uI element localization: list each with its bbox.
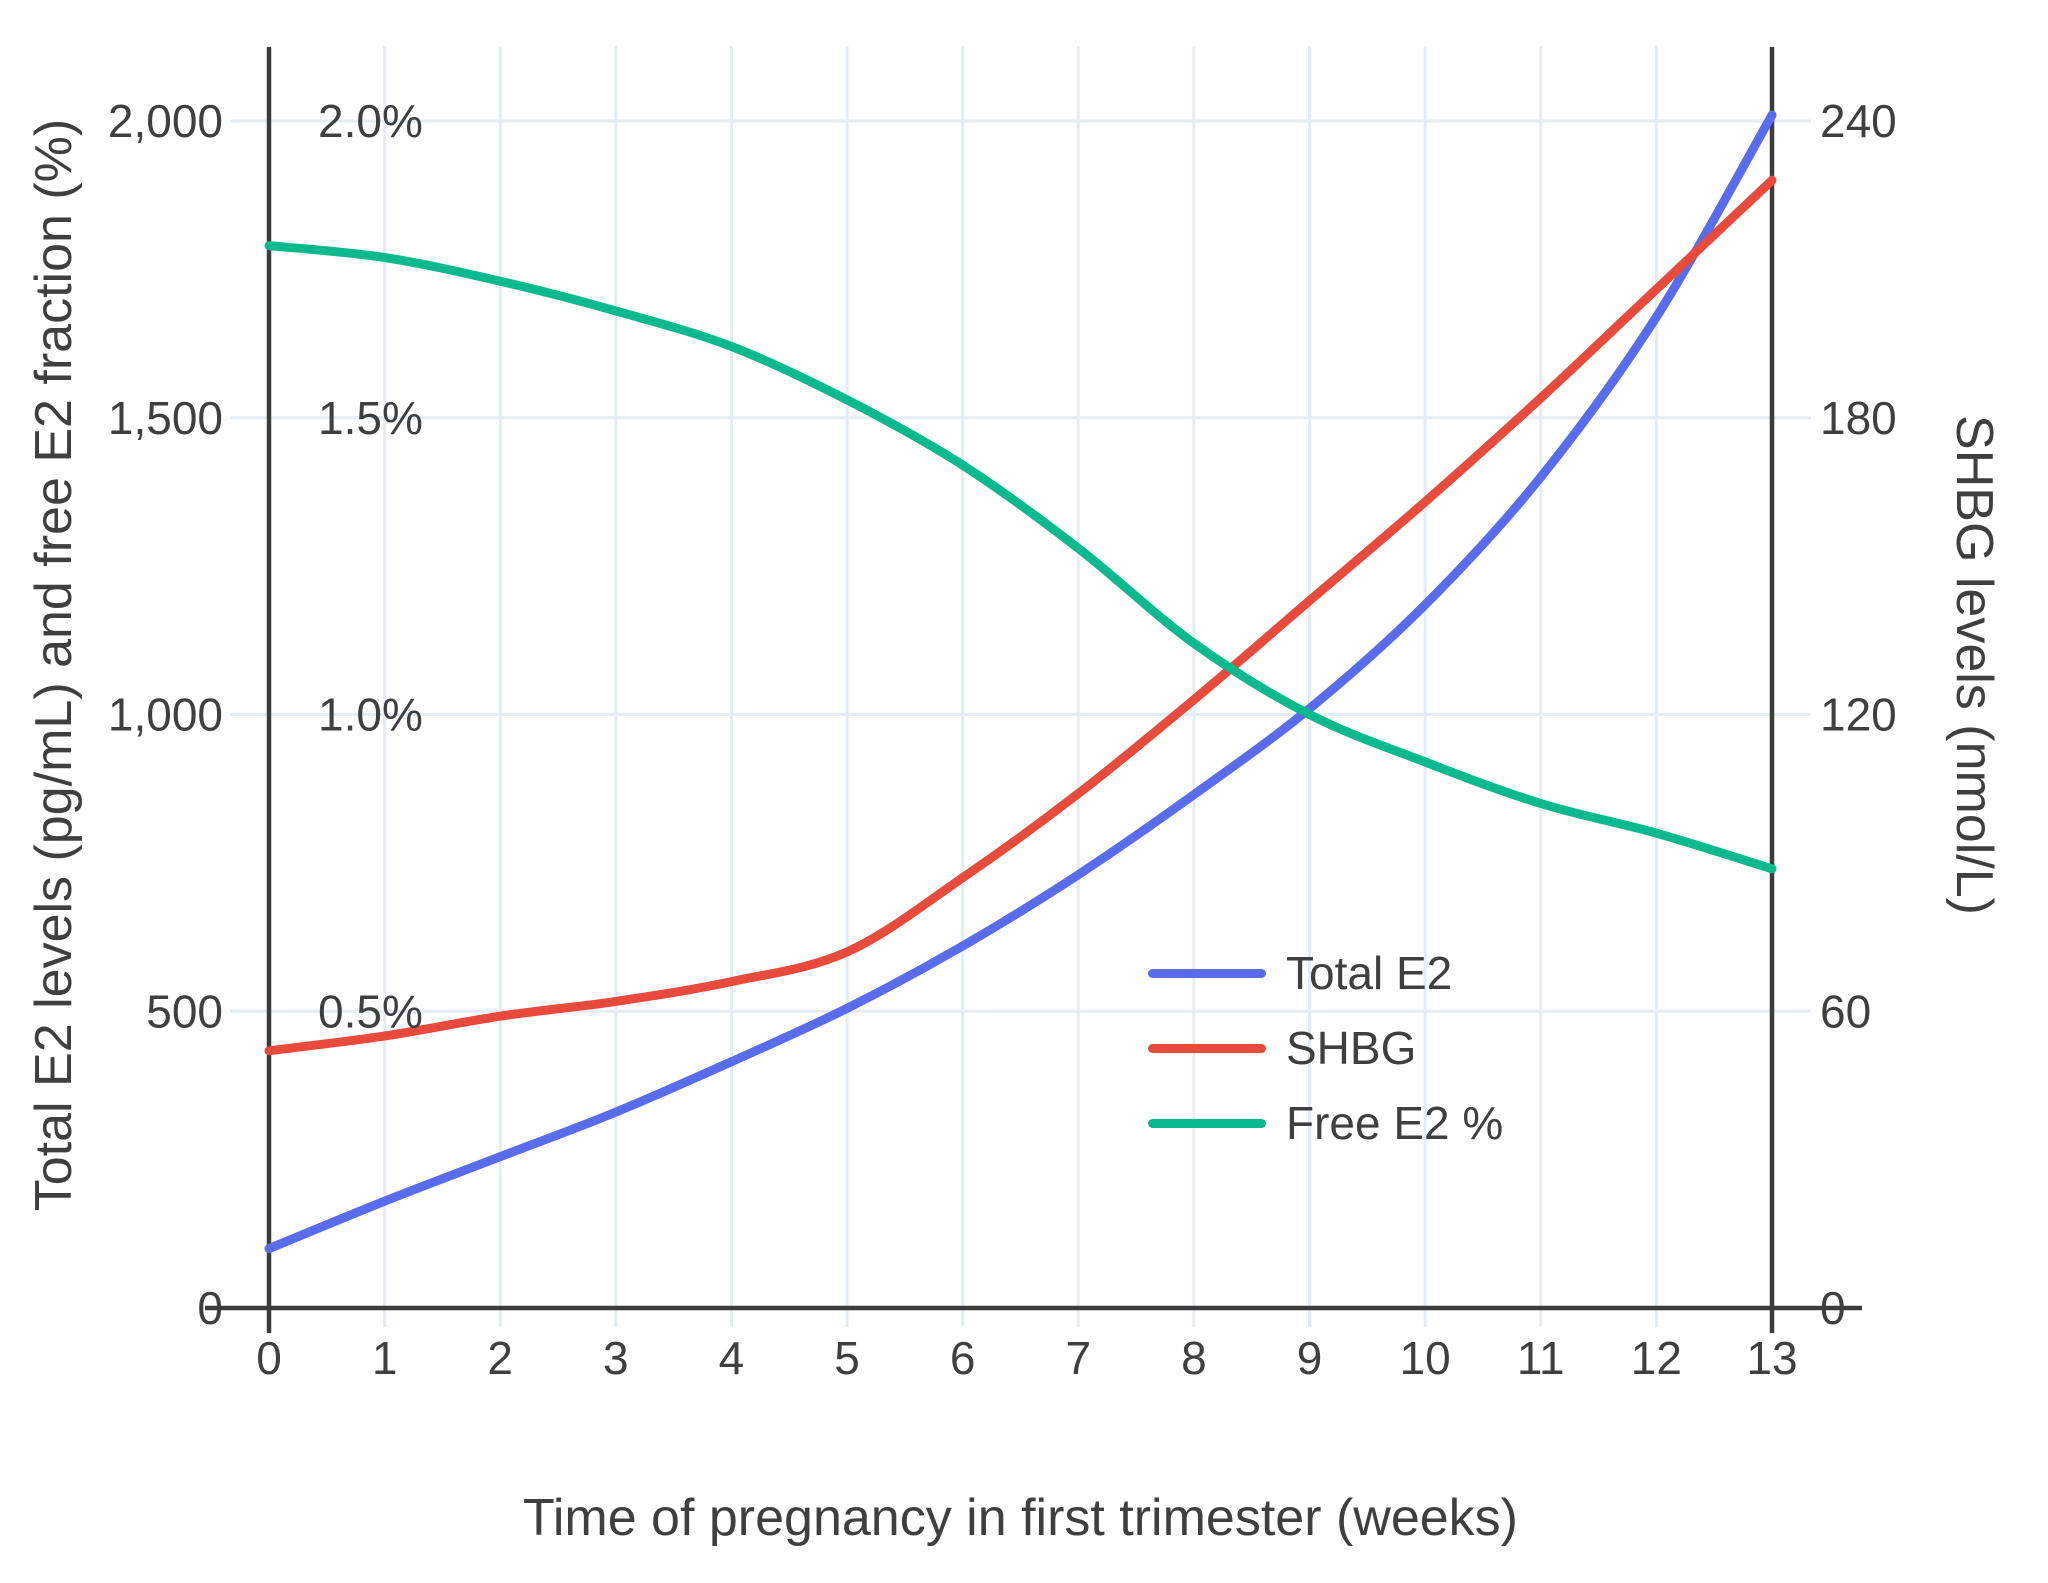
legend-swatch-shbg bbox=[1148, 1043, 1266, 1053]
x-tick-label: 7 bbox=[1066, 1332, 1092, 1384]
x-tick-label: 2 bbox=[487, 1332, 513, 1384]
x-tick-label: 0 bbox=[256, 1332, 282, 1384]
y-right-tick-label: 60 bbox=[1820, 985, 1871, 1037]
y-left-tick-label: 1,000 bbox=[108, 689, 223, 741]
y-right-tick-label: 240 bbox=[1820, 95, 1897, 147]
free-e2-line bbox=[264, 241, 1777, 874]
y-left-tick-label: 500 bbox=[146, 985, 223, 1037]
x-tick-label: 8 bbox=[1181, 1332, 1207, 1384]
pct-tick-label: 1.5% bbox=[318, 392, 423, 444]
legend-label-total-e2: Total E2 bbox=[1286, 947, 1453, 999]
legend-item-free-e2[interactable]: Free E2 % bbox=[1148, 1097, 1504, 1149]
legend: Total E2 SHBG Free E2 % bbox=[1148, 947, 1504, 1173]
x-tick-label: 4 bbox=[719, 1332, 745, 1384]
x-tick-label: 11 bbox=[1517, 1332, 1565, 1384]
x-tick-label: 1 bbox=[372, 1332, 398, 1384]
pct-tick-label: 1.0% bbox=[318, 689, 423, 741]
x-tick-label: 13 bbox=[1746, 1332, 1797, 1384]
legend-label-shbg: SHBG bbox=[1286, 1022, 1417, 1074]
legend-swatch-total-e2 bbox=[1148, 968, 1266, 978]
y-left-axis-title: Total E2 levels (pg/mL) and free E2 frac… bbox=[25, 118, 83, 1212]
pct-tick-label: 2.0% bbox=[318, 95, 423, 147]
y-right-tick-label: 0 bbox=[1820, 1282, 1846, 1334]
y-right-tick-label: 120 bbox=[1820, 689, 1897, 741]
x-tick-label: 6 bbox=[950, 1332, 976, 1384]
y-left-tick-label: 2,000 bbox=[108, 95, 223, 147]
x-tick-label: 3 bbox=[603, 1332, 629, 1384]
shbg-line bbox=[264, 175, 1777, 1056]
y-left-tick-label: 0 bbox=[197, 1282, 223, 1334]
y-right-tick-label: 180 bbox=[1820, 392, 1897, 444]
legend-label-free-e2: Free E2 % bbox=[1286, 1097, 1504, 1149]
x-tick-label: 9 bbox=[1297, 1332, 1323, 1384]
x-tick-label: 12 bbox=[1631, 1332, 1682, 1384]
y-right-axis-title: SHBG levels (nmol/L) bbox=[1945, 415, 2003, 915]
y-left-tick-label: 1,500 bbox=[108, 392, 223, 444]
legend-item-shbg[interactable]: SHBG bbox=[1148, 1022, 1503, 1074]
pct-tick-label: 0.5% bbox=[318, 985, 423, 1037]
x-axis-title: Time of pregnancy in first trimester (we… bbox=[522, 1489, 1518, 1547]
legend-item-total-e2[interactable]: Total E2 bbox=[1148, 947, 1503, 999]
x-tick-label: 10 bbox=[1400, 1332, 1451, 1384]
x-tick-label: 5 bbox=[834, 1332, 860, 1384]
legend-swatch-free-e2 bbox=[1148, 1118, 1266, 1128]
total-e2-line bbox=[264, 110, 1777, 1254]
